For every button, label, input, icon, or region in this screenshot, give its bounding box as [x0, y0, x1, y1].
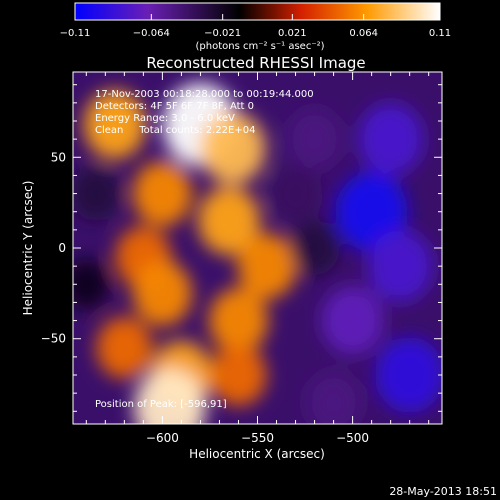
- x-axis-label: Heliocentric X (arcsec): [189, 447, 325, 461]
- x-axis-ticks: −600 −550 −500: [85, 72, 430, 445]
- annotation-peak-position: Position of Peak: [-596,91]: [95, 399, 227, 410]
- heatmap-source: [210, 344, 267, 406]
- colorbar: [74, 2, 441, 21]
- annotation-energy-range: Energy Range: 3.0 - 6.0 keV: [95, 113, 235, 124]
- heatmap-source: [199, 112, 266, 185]
- y-axis-ticks: 50 0 −50: [41, 84, 442, 412]
- y-tick-label: −50: [41, 332, 66, 346]
- heatmap-source: [357, 103, 424, 176]
- annotation-time-range: 17-Nov-2003 00:18:28.000 to 00:19:44.000: [95, 89, 314, 100]
- heatmap-source: [375, 337, 442, 413]
- y-axis-label: Heliocentric Y (arcsec): [21, 181, 35, 316]
- colorbar-tick-label: 0.064: [349, 28, 378, 39]
- heatmap-source: [335, 172, 408, 252]
- heatmap-source: [132, 260, 192, 326]
- heatmap-source: [289, 220, 340, 276]
- y-tick-label: 0: [58, 241, 66, 255]
- heatmap-source: [83, 90, 147, 159]
- heatmap-source: [367, 230, 433, 303]
- x-tick-label: −550: [241, 431, 274, 445]
- colorbar-tick-label: 0.021: [278, 28, 307, 39]
- heatmap-source: [237, 233, 297, 299]
- x-tick-label: −500: [336, 431, 369, 445]
- heatmap-source: [321, 286, 384, 355]
- colorbar-tick-label: −0.11: [60, 28, 91, 39]
- colorbar-unit-label: (photons cm⁻² s⁻¹ asec⁻²): [195, 41, 324, 52]
- colorbar-ticks: −0.11 −0.064 −0.021 0.021 0.064 0.11: [60, 14, 451, 39]
- heatmap-source: [286, 108, 343, 170]
- chart-title: Reconstructed RHESSI Image: [146, 54, 365, 72]
- annotation-detectors: Detectors: 4F 5F 6F 7F 8F, Att 0: [95, 101, 254, 112]
- heatmap-source: [96, 316, 153, 379]
- heatmap-source: [132, 161, 192, 227]
- colorbar-tick-label: 0.11: [429, 28, 451, 39]
- heatmap-source: [269, 164, 322, 223]
- footer-timestamp: 28-May-2013 18:51: [389, 485, 497, 498]
- x-tick-label: −600: [146, 431, 179, 445]
- annotation-clean-counts: Clean Total counts: 2.22E+04: [95, 125, 255, 136]
- heatmap-source: [208, 288, 269, 354]
- heatmap-source: [134, 368, 206, 424]
- colorbar-tick-label: −0.021: [204, 28, 241, 39]
- heatmap-source: [73, 166, 121, 221]
- heatmap-source: [305, 371, 362, 424]
- y-tick-label: 50: [51, 150, 66, 164]
- colorbar-tick-label: −0.064: [133, 28, 170, 39]
- heatmap-source: [73, 258, 110, 310]
- heatmap-source: [197, 186, 261, 256]
- heatmap-sources: [73, 83, 442, 424]
